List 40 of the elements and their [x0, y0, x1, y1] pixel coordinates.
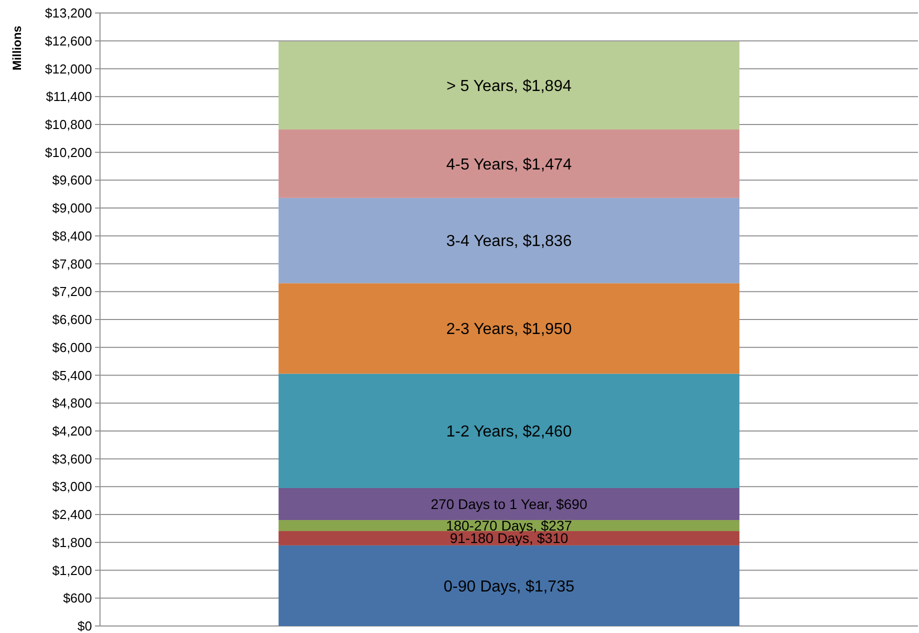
data-label: 270 Days to 1 Year, $690: [430, 496, 588, 512]
y-tick-label: $12,600: [45, 33, 92, 48]
bar: [278, 545, 740, 626]
y-tick-label: $8,400: [52, 228, 92, 244]
y-tick-label: $7,200: [52, 284, 92, 300]
y-tick-label: $4,800: [52, 396, 92, 411]
y-tick-label: $0: [78, 618, 92, 633]
y-tick-label: $11,400: [46, 89, 92, 104]
bar: [278, 198, 740, 284]
y-tick-label: $7,800: [52, 256, 92, 272]
y-tick-label: $12,000: [45, 61, 92, 76]
data-label: 3-4 Years, $1,836: [446, 233, 572, 250]
y-tick-label: $2,400: [52, 507, 92, 522]
y-tick-label: $10,800: [45, 117, 92, 132]
y-tick-label: $9,000: [52, 200, 92, 216]
y-tick-label: $6,000: [52, 340, 92, 355]
bar: [278, 283, 740, 374]
y-tick-label: $3,600: [52, 451, 92, 466]
data-label: > 5 Years, $1,894: [446, 78, 572, 96]
y-tick-label: $1,800: [52, 534, 92, 550]
y-tick-label: $600: [63, 590, 92, 606]
y-axis-title: Millions: [10, 25, 24, 70]
y-tick-label: $3,000: [52, 479, 92, 494]
y-tick-label: $4,200: [52, 424, 92, 439]
bar: [278, 129, 740, 198]
bar: [278, 374, 740, 488]
y-tick-label: $13,200: [45, 6, 92, 21]
y-tick-label: $10,200: [45, 144, 92, 160]
data-label: 0-90 Days, $1,735: [444, 578, 574, 596]
y-tick-label: $9,600: [52, 172, 92, 188]
data-label: 1-2 Years, $2,460: [446, 423, 572, 440]
data-label: 4-5 Years, $1,474: [446, 156, 572, 174]
bar: [278, 488, 740, 520]
y-tick-label: $1,200: [52, 562, 92, 578]
y-tick-label: $5,400: [52, 368, 92, 383]
y-tick-label: $6,600: [52, 312, 92, 328]
data-label: 2-3 Years, $1,950: [446, 321, 572, 338]
data-label: 180-270 Days, $237: [446, 517, 572, 534]
bar: [278, 42, 740, 130]
bar: [278, 520, 740, 532]
